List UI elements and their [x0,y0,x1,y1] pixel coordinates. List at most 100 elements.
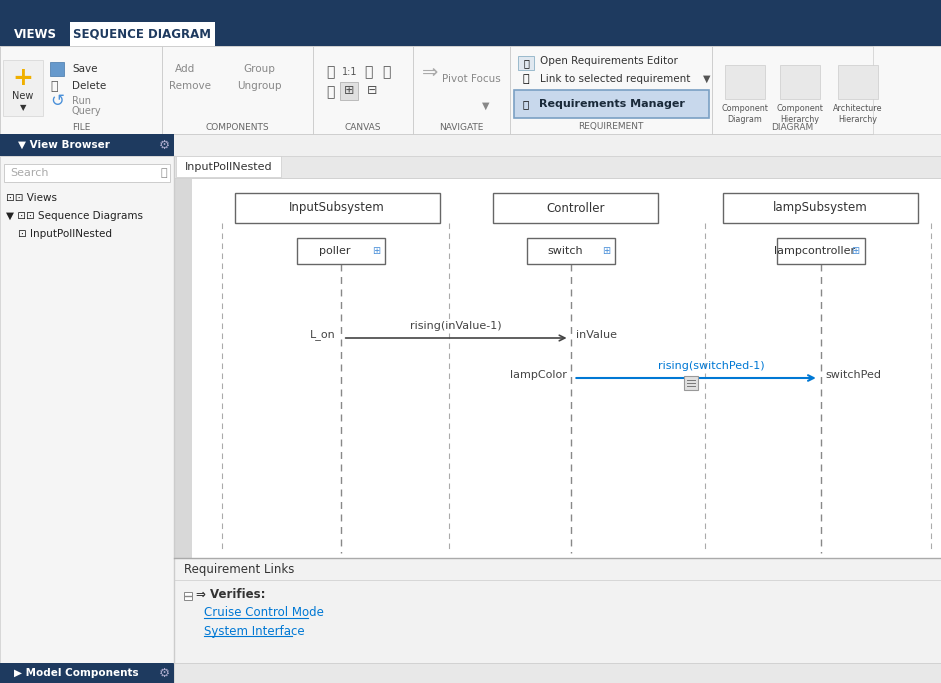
Text: 🔍: 🔍 [326,65,334,79]
Text: 📋: 📋 [523,58,529,68]
Text: Component
Diagram: Component Diagram [722,104,769,124]
Text: Delete: Delete [72,81,106,91]
Text: ▼ View Browser: ▼ View Browser [18,140,110,150]
Text: lampSubsystem: lampSubsystem [774,201,868,214]
Text: VIEWS: VIEWS [13,27,56,40]
Text: ⊡ InputPollNested: ⊡ InputPollNested [18,229,112,239]
Text: lampcontroller: lampcontroller [774,246,855,256]
Bar [3,60,43,116]
Text: Pivot: Pivot [442,74,468,84]
Bar [162,46,313,134]
Bar [313,46,413,134]
Text: ⊟: ⊟ [367,85,377,98]
Bar [174,178,941,558]
Text: +: + [12,66,34,90]
Bar [838,65,878,99]
Text: 🔍: 🔍 [161,168,167,178]
Text: REQUIREMENT: REQUIREMENT [579,122,644,132]
Text: Requirement Links: Requirement Links [184,563,295,576]
Text: ▼: ▼ [482,101,489,111]
Bar [510,46,712,134]
Bar [174,178,192,558]
Text: ⊞: ⊞ [343,85,354,98]
Bar [712,46,873,134]
Text: Query: Query [72,106,102,116]
Text: NAVIGATE: NAVIGATE [439,122,484,132]
Bar [518,56,534,70]
Text: 🗑: 🗑 [50,79,57,92]
Text: lampColor: lampColor [510,370,566,380]
Text: System Interface: System Interface [204,624,305,637]
Bar [528,238,615,264]
Text: Controller: Controller [546,201,604,214]
Bar [174,663,941,683]
Text: Remove: Remove [169,81,211,91]
Bar [174,156,941,178]
Text: Open Requirements Editor: Open Requirements Editor [540,56,678,66]
Text: Cruise Control Mode: Cruise Control Mode [204,607,324,619]
Bar [0,0,941,22]
Text: inValue: inValue [577,330,617,340]
Text: Requirements Manager: Requirements Manager [538,99,684,109]
Bar [514,90,709,118]
Text: switchPed: switchPed [825,370,882,380]
Text: ✋: ✋ [364,65,373,79]
Text: rising(switchPed-1): rising(switchPed-1) [658,361,764,371]
Bar [776,238,865,264]
Bar [70,22,215,46]
Bar [234,193,439,223]
Bar [4,164,170,182]
Text: ⚙: ⚙ [158,139,169,152]
Text: ▼: ▼ [20,104,26,113]
Text: ⬜: ⬜ [382,65,391,79]
Text: Ungroup: Ungroup [237,81,281,91]
Text: ⇒: ⇒ [422,63,439,81]
Bar [413,46,510,134]
Text: poller: poller [319,246,351,256]
Bar [0,46,162,134]
Bar [493,193,658,223]
Bar [0,22,941,46]
Text: Run: Run [72,96,91,106]
Text: Focus: Focus [471,74,501,84]
Bar [0,156,174,663]
Text: COMPONENTS: COMPONENTS [206,122,269,132]
Bar [0,22,70,46]
Text: FILE: FILE [72,122,90,132]
Bar [184,592,192,600]
Bar [0,46,941,134]
Text: InputSubsystem: InputSubsystem [289,201,385,214]
Text: ▼ ⊡⊡ Sequence Diagrams: ▼ ⊡⊡ Sequence Diagrams [6,211,143,221]
Bar [174,558,941,663]
Text: Architecture
Hierarchy: Architecture Hierarchy [833,104,883,124]
Text: ⊞: ⊞ [852,246,860,256]
Text: SEQUENCE DIAGRAM: SEQUENCE DIAGRAM [73,27,212,40]
Text: 🔗: 🔗 [522,74,529,84]
Text: 📋: 📋 [523,99,529,109]
Bar [780,65,820,99]
Text: ⚙: ⚙ [158,667,169,680]
Text: L_on: L_on [310,329,336,340]
Bar [725,65,765,99]
Text: ⊡⊡ Views: ⊡⊡ Views [6,193,57,203]
Text: InputPollNested: InputPollNested [184,162,272,172]
Bar [50,62,64,76]
Bar [340,82,358,100]
Text: 1:1: 1:1 [343,67,358,77]
Text: Group: Group [243,64,275,74]
Text: ⊞: ⊞ [372,246,380,256]
Bar [0,663,174,683]
Text: ↺: ↺ [50,92,64,110]
Text: DIAGRAM: DIAGRAM [772,122,814,132]
Text: ▶ Model Components: ▶ Model Components [14,668,138,678]
Bar [296,238,385,264]
Text: ▼: ▼ [703,74,710,84]
Text: rising(inValue-1): rising(inValue-1) [410,321,502,331]
Text: Save: Save [72,64,98,74]
Text: switch: switch [548,246,583,256]
Bar [684,376,698,390]
Text: New: New [12,91,34,101]
Text: 🔍: 🔍 [326,85,334,99]
Text: ⊞: ⊞ [602,246,611,256]
Text: CANVAS: CANVAS [344,122,381,132]
